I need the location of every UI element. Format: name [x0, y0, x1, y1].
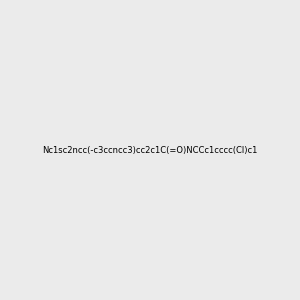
Text: Nc1sc2ncc(-c3ccncc3)cc2c1C(=O)NCCc1cccc(Cl)c1: Nc1sc2ncc(-c3ccncc3)cc2c1C(=O)NCCc1cccc(… — [42, 146, 258, 154]
